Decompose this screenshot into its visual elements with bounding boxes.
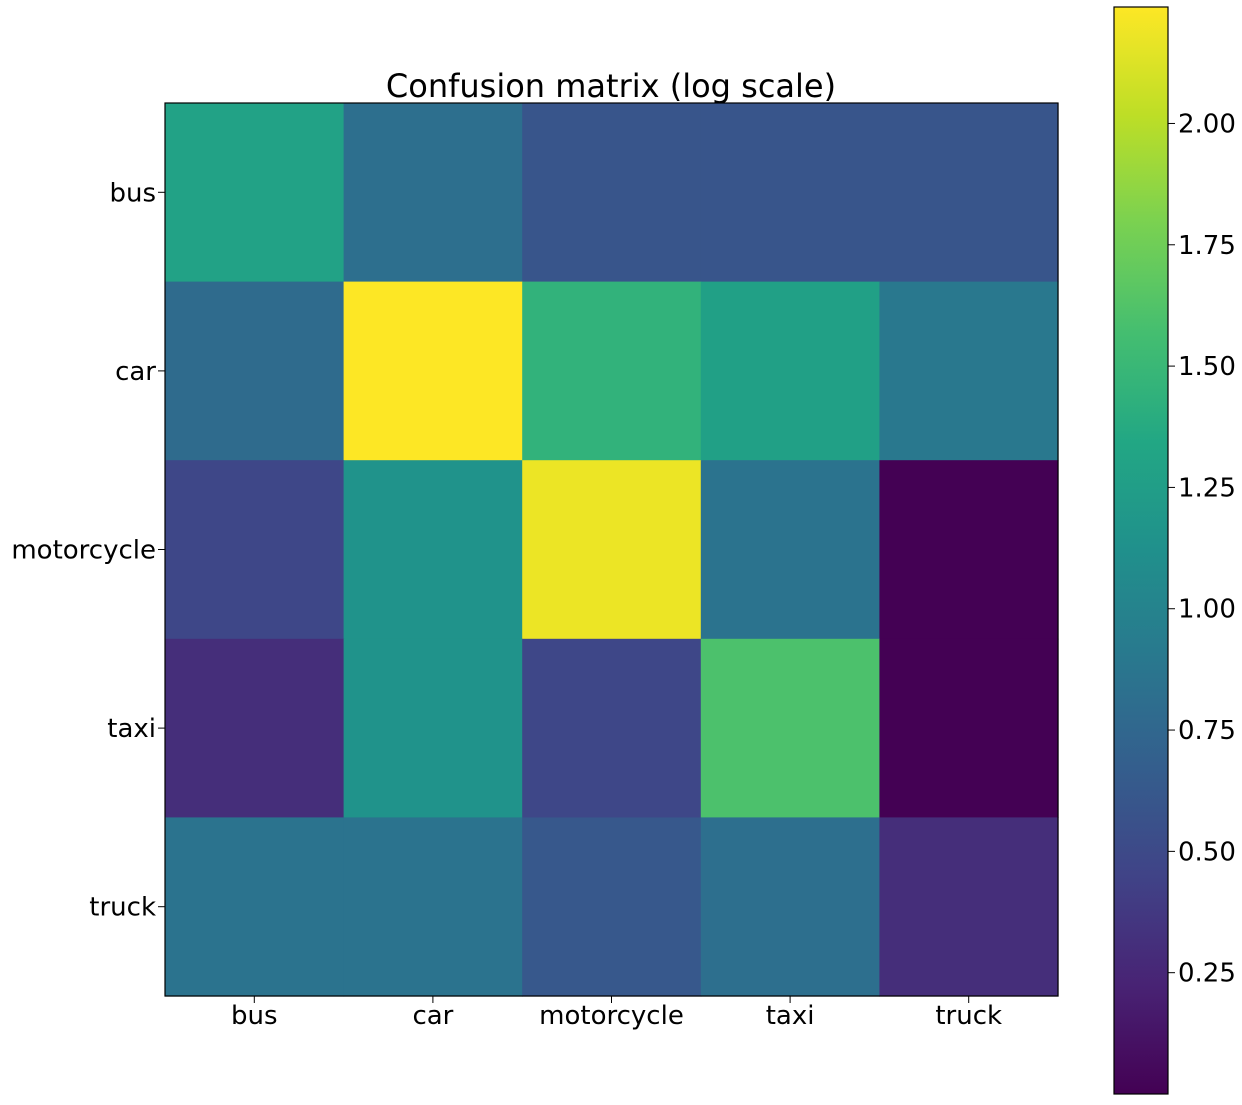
- x-tick-label-car: car: [412, 1001, 453, 1031]
- colorbar-tick-label: 0.25: [1178, 959, 1236, 989]
- y-tick-label-truck: truck: [89, 893, 156, 923]
- colorbar-tick-label: 1.50: [1178, 352, 1236, 382]
- colorbar: [1113, 6, 1169, 1095]
- colorbar-tick-label: 0.50: [1178, 837, 1236, 867]
- colorbar-tick-label: 2.00: [1178, 109, 1236, 139]
- heatmap-cell-bus-taxi: [700, 103, 880, 283]
- colorbar-tick-label: 1.75: [1178, 231, 1236, 261]
- heatmap-cell-bus-car: [343, 103, 523, 283]
- chart-title: Confusion matrix (log scale): [386, 67, 836, 105]
- heatmap-cells: [165, 103, 1059, 997]
- x-tick-label-bus: bus: [231, 1001, 278, 1031]
- x-tick-label-taxi: taxi: [766, 1001, 815, 1031]
- heatmap-cell-car-taxi: [700, 281, 880, 461]
- heatmap-cell-taxi-bus: [165, 638, 345, 818]
- heatmap-cell-truck-car: [343, 817, 523, 997]
- heatmap-cell-truck-taxi: [700, 817, 880, 997]
- colorbar-tick-label: 0.75: [1178, 716, 1236, 746]
- y-tick-label-taxi: taxi: [107, 714, 156, 744]
- colorbar-axis: 0.25 0.50 0.75 1.00 1.25 1.50 1.75 2.00: [1168, 109, 1236, 989]
- heatmap-cell-motorcycle-car: [343, 460, 523, 640]
- heatmap-cell-motorcycle-motorcycle: [522, 460, 702, 640]
- heatmap-cell-truck-truck: [879, 817, 1059, 997]
- heatmap-cell-taxi-motorcycle: [522, 638, 702, 818]
- heatmap-cell-car-bus: [165, 281, 345, 461]
- heatmap-cell-car-truck: [879, 281, 1059, 461]
- heatmap-cell-motorcycle-taxi: [700, 460, 880, 640]
- x-axis: bus car motorcycle taxi truck: [231, 996, 1002, 1031]
- heatmap-cell-car-motorcycle: [522, 281, 702, 461]
- heatmap-cell-bus-motorcycle: [522, 103, 702, 283]
- heatmap-cell-taxi-truck: [879, 638, 1059, 818]
- heatmap-cell-truck-motorcycle: [522, 817, 702, 997]
- heatmap-cell-truck-bus: [165, 817, 345, 997]
- y-axis: bus car motorcycle taxi truck: [11, 178, 165, 923]
- y-tick-label-car: car: [115, 357, 156, 387]
- heatmap-cell-taxi-car: [343, 638, 523, 818]
- y-tick-label-motorcycle: motorcycle: [11, 536, 156, 566]
- heatmap-cell-bus-bus: [165, 103, 345, 283]
- heatmap-cell-taxi-taxi: [700, 638, 880, 818]
- colorbar-tick-label: 1.00: [1178, 595, 1236, 625]
- x-tick-label-truck: truck: [935, 1001, 1002, 1031]
- y-tick-label-bus: bus: [109, 178, 156, 208]
- x-tick-label-motorcycle: motorcycle: [539, 1001, 684, 1031]
- colorbar-tick-label: 1.25: [1178, 473, 1236, 503]
- heatmap-cell-bus-truck: [879, 103, 1059, 283]
- heatmap-cell-motorcycle-bus: [165, 460, 345, 640]
- heatmap-cell-motorcycle-truck: [879, 460, 1059, 640]
- heatmap-cell-car-car: [343, 281, 523, 461]
